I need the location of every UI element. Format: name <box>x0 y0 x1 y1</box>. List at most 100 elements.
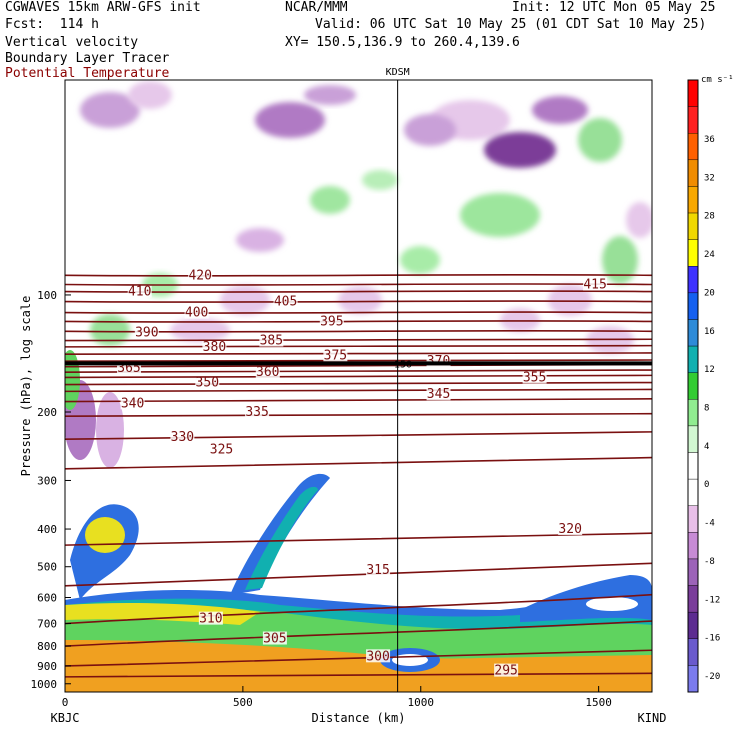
theta-label-bg <box>134 325 159 339</box>
theta-label-420: 420 <box>188 268 211 283</box>
colorbar-label: -16 <box>704 634 720 644</box>
theta-label-355: 355 <box>523 370 546 385</box>
theta-label-bg <box>494 663 519 677</box>
upper-field-patch <box>602 236 638 284</box>
theta-label-bg <box>366 563 391 577</box>
theta-label-360: 360 <box>256 365 279 380</box>
colorbar-frame <box>687 79 699 693</box>
theta-label-385: 385 <box>260 334 283 349</box>
colorbar-label: -4 <box>704 519 715 529</box>
field-potential-temperature: Potential Temperature <box>5 66 170 81</box>
plot-axes: KDSM 0 500 1000 1500 100 200 300 400 500 600 700 800… <box>19 67 666 725</box>
colorbar-label: 12 <box>704 365 715 375</box>
theta-label-295: 295 <box>494 664 517 679</box>
theta-label-bg <box>255 365 280 379</box>
colorbar-swatch <box>687 372 699 400</box>
surface-orange-lower <box>65 660 652 692</box>
upper-field-patch <box>484 132 556 168</box>
y-tick-label: 700 <box>37 618 57 631</box>
colorbar-label: 20 <box>704 288 715 298</box>
theta-label-bg <box>319 314 344 328</box>
org-label: NCAR/MMM <box>285 0 348 15</box>
colorbar-label: 8 <box>704 404 709 414</box>
colorbar-unit: cm s⁻¹ <box>701 75 734 85</box>
theta-label-350: 350 <box>196 376 219 391</box>
colorbar-label: 36 <box>704 135 715 145</box>
colorbar-label: 28 <box>704 212 715 222</box>
theta-label-345: 345 <box>427 387 450 402</box>
upper-field-patch <box>310 186 350 214</box>
upper-field-patch <box>460 193 540 237</box>
x-axis-title: Distance (km) <box>312 711 406 725</box>
upper-field-patch <box>220 285 270 315</box>
colorbar-swatch <box>687 292 699 320</box>
theta-label-415: 415 <box>583 278 606 293</box>
left-edge-descent-weak <box>96 392 124 468</box>
colorbar: cm s⁻¹ 36 32 28 24 20 16 12 8 4 0 -4 -8 -12 -16 -20 <box>687 75 734 693</box>
colorbar-swatch <box>687 665 699 693</box>
y-tick-label: 900 <box>37 660 57 673</box>
theta-label-390: 390 <box>135 326 158 341</box>
upper-field-patch <box>128 81 172 109</box>
theta-label-310: 310 <box>199 612 222 627</box>
theta-label-300: 300 <box>366 649 389 664</box>
marker-station-label: KDSM <box>386 67 410 78</box>
theta-contour-325 <box>65 456 652 470</box>
theta-contour-370 <box>65 358 652 363</box>
colorbar-swatch <box>687 638 699 666</box>
theta-label-315: 315 <box>366 563 389 578</box>
valid-time: Valid: 06 UTC Sat 10 May 25 (01 CDT Sat … <box>315 17 707 32</box>
upper-field-patch <box>338 286 382 314</box>
x-tick-label: 500 <box>233 696 253 709</box>
colorbar-swatch <box>687 452 699 480</box>
potential-temperature-contours: 295 300 305 310 315 320 325 330 335 340 345 350 355 3… <box>65 268 652 679</box>
y-tick-label: 400 <box>37 523 57 536</box>
colorbar-swatch <box>687 106 699 134</box>
theta-label-380: 380 <box>203 340 226 355</box>
theta-contour-380 <box>65 344 652 348</box>
theta-contour-395 <box>65 320 652 323</box>
theta-label-bg <box>188 268 213 282</box>
colorbar-swatch <box>687 239 699 267</box>
colorbar-swatch <box>687 212 699 240</box>
field-boundary-layer-tracer: Boundary Layer Tracer <box>5 51 170 66</box>
theta-label-340: 340 <box>121 396 144 411</box>
theta-contour-385 <box>65 338 652 342</box>
theta-contour-375 <box>65 351 652 356</box>
theta-label-bg <box>127 284 152 298</box>
theta-contour-340 <box>65 397 652 403</box>
theta-contour-335 <box>65 412 652 418</box>
theta-label-375: 375 <box>324 348 347 363</box>
theta-contour-415 <box>65 283 652 286</box>
theta-label-400: 400 <box>185 306 208 321</box>
colorbar-label: -20 <box>704 672 720 682</box>
y-tick-label: 100 <box>37 289 57 302</box>
theta-contour-355 <box>65 374 652 379</box>
right-station-label: KIND <box>638 711 667 725</box>
colorbar-swatch <box>687 558 699 586</box>
theta-contour-420 <box>65 273 652 277</box>
upper-field-patch <box>578 118 622 162</box>
forecast-hour: Fcst: 114 h <box>5 17 99 32</box>
x-tick-label: 1500 <box>585 696 612 709</box>
theta-label-320: 320 <box>558 522 581 537</box>
colorbar-swatch <box>687 478 699 506</box>
theta-label-bg <box>184 305 209 319</box>
upper-field-patch <box>362 170 398 190</box>
theta-contour-305 <box>65 620 652 647</box>
theta-contour-310 <box>65 593 652 625</box>
upper-field-patch <box>500 308 540 332</box>
theta-label-bg <box>522 370 547 384</box>
y-axis-title: Pressure (hPa), log scale <box>19 296 33 477</box>
theta-label-bg <box>209 442 234 456</box>
y-tick-label: 600 <box>37 592 57 605</box>
colorbar-swatch <box>687 266 699 294</box>
upper-field-patch <box>400 246 440 274</box>
theta-label-bg <box>323 348 348 362</box>
colorbar-swatch <box>687 505 699 533</box>
theta-label-325: 325 <box>210 443 233 458</box>
theta-label-405: 405 <box>274 295 297 310</box>
colorbar-label: 32 <box>704 173 715 183</box>
colorbar-label: 16 <box>704 327 715 337</box>
colorbar-swatch <box>687 186 699 214</box>
